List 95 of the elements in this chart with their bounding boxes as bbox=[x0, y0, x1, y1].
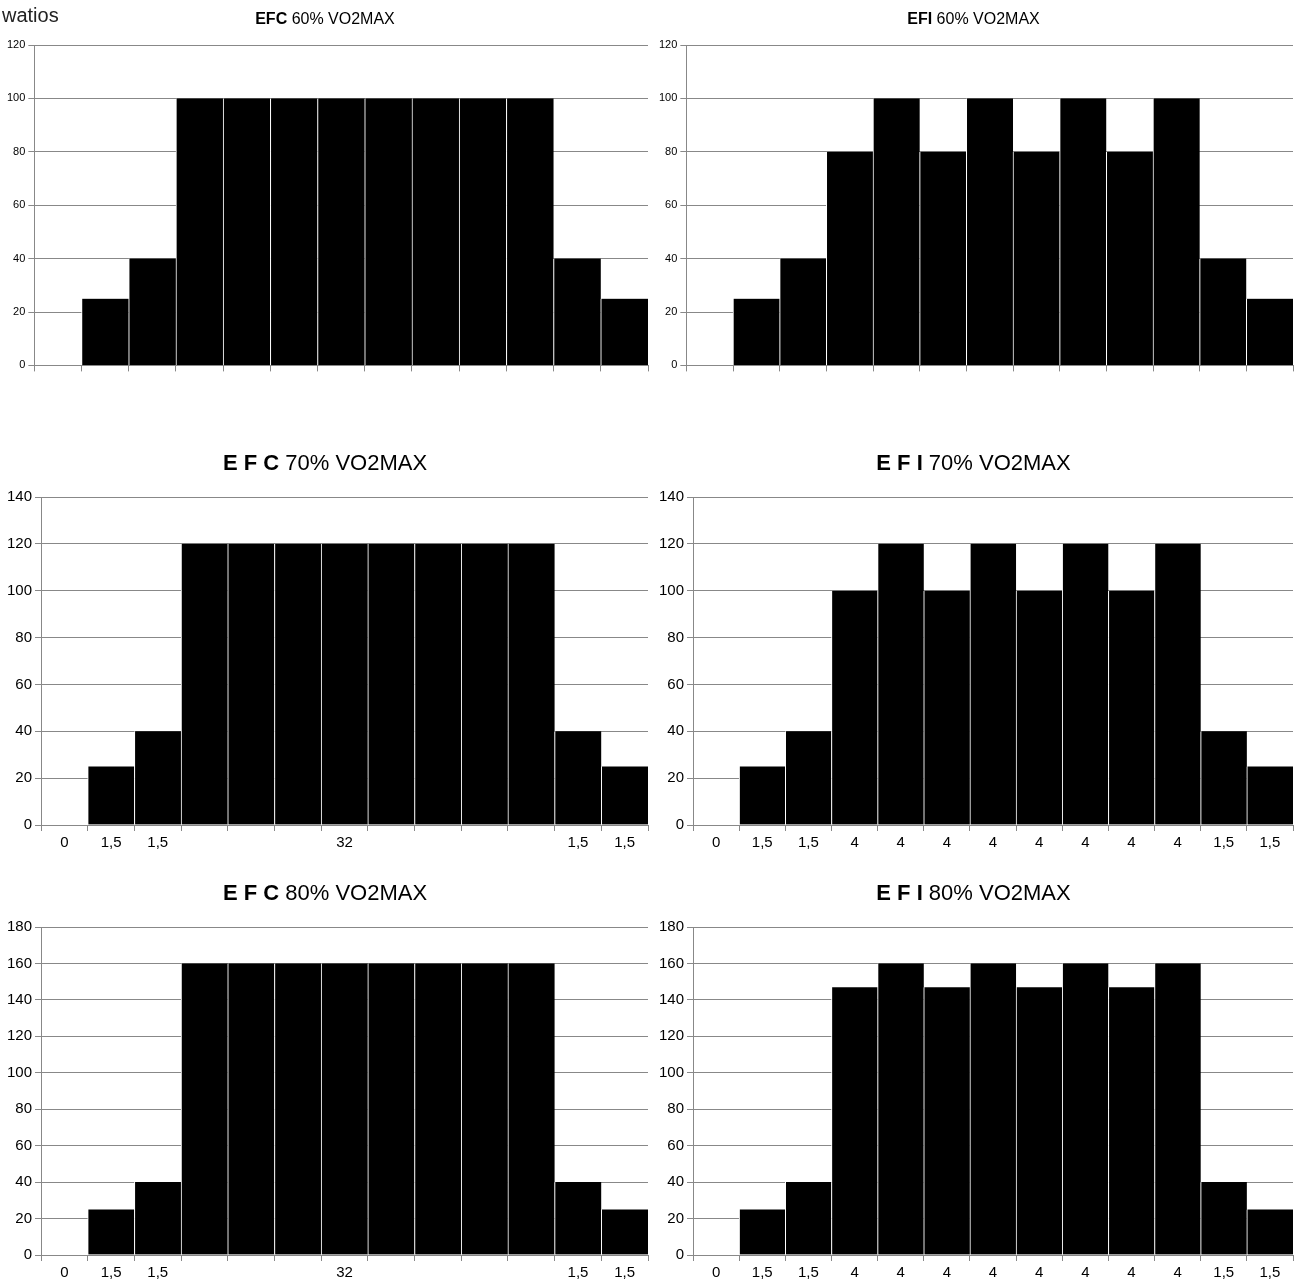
y-tick-label: 180 bbox=[659, 917, 685, 935]
x-tick-label: 4 bbox=[1173, 833, 1182, 851]
y-tick-label: 100 bbox=[7, 1062, 33, 1080]
y-tick-label: 80 bbox=[15, 627, 33, 645]
x-tick-label: 0 bbox=[711, 833, 721, 851]
y-tick-label: 20 bbox=[15, 768, 33, 786]
x-tick-label: 4 bbox=[1081, 833, 1090, 851]
x-tick-label: 4 bbox=[1034, 833, 1044, 851]
x-tick-label: 1,5 bbox=[1213, 833, 1235, 851]
y-tick-label: 20 bbox=[665, 305, 678, 318]
x-tick-label: 0 bbox=[60, 833, 69, 851]
chart-title: E F I 70% VO2MAX bbox=[875, 450, 1072, 476]
x-tick-label: 1,5 bbox=[1259, 1263, 1281, 1281]
y-tick-label: 0 bbox=[19, 358, 26, 371]
y-tick-label: 40 bbox=[667, 721, 685, 739]
chart-title: EFC 60% VO2MAX bbox=[255, 10, 395, 27]
y-tick-label: 160 bbox=[659, 953, 685, 971]
y-tick-label: 0 bbox=[23, 815, 33, 833]
x-tick-label: 4 bbox=[1034, 1263, 1044, 1281]
y-tick-label: 60 bbox=[667, 674, 685, 692]
y-tick-label: 60 bbox=[665, 198, 678, 211]
x-tick-label: 1,5 bbox=[614, 1263, 636, 1281]
y-tick-label: 40 bbox=[13, 251, 26, 264]
y-tick-label: 20 bbox=[667, 1208, 685, 1226]
x-tick-label: 4 bbox=[1127, 833, 1136, 851]
y-tick-label: 80 bbox=[665, 144, 678, 157]
y-tick-label: 140 bbox=[659, 990, 685, 1008]
x-tick-label: 4 bbox=[896, 833, 905, 851]
y-tick-label: 20 bbox=[13, 305, 26, 318]
x-tick-label: 1,5 bbox=[797, 833, 819, 851]
x-tick-label: 4 bbox=[896, 1263, 905, 1281]
y-tick-label: 120 bbox=[659, 1026, 685, 1044]
y-tick-label: 100 bbox=[7, 580, 33, 598]
x-tick-label: 1,5 bbox=[751, 833, 773, 851]
y-tick-label: 120 bbox=[7, 1026, 33, 1044]
y-tick-label: 0 bbox=[23, 1245, 33, 1263]
y-tick-label: 160 bbox=[7, 953, 33, 971]
x-tick-label: 4 bbox=[942, 833, 952, 851]
y-tick-label: 0 bbox=[675, 1245, 685, 1263]
x-tick-label: 4 bbox=[1081, 1263, 1090, 1281]
y-tick-label: 140 bbox=[7, 990, 33, 1008]
x-tick-label: 1,5 bbox=[100, 833, 122, 851]
y-tick-label: 80 bbox=[13, 144, 26, 157]
y-tick-label: 60 bbox=[667, 1135, 685, 1153]
x-tick-label: 4 bbox=[988, 1263, 998, 1281]
y-tick-label: 80 bbox=[15, 1099, 33, 1117]
x-tick-label: 1,5 bbox=[100, 1263, 122, 1281]
chart-title: E F C 80% VO2MAX bbox=[221, 880, 429, 906]
chart-title: EFI 60% VO2MAX bbox=[906, 10, 1041, 28]
y-tick-label: 120 bbox=[6, 38, 26, 51]
y-tick-label: 100 bbox=[658, 91, 678, 104]
y-tick-label: 120 bbox=[7, 534, 33, 551]
y-tick-label: 40 bbox=[667, 1172, 685, 1190]
x-tick-label: 1,5 bbox=[147, 1263, 169, 1281]
x-tick-label: 1,5 bbox=[797, 1263, 819, 1281]
y-tick-label: 40 bbox=[665, 251, 678, 264]
x-tick-label: 4 bbox=[850, 1263, 859, 1281]
y-tick-label: 0 bbox=[671, 358, 678, 371]
y-tick-label: 80 bbox=[667, 627, 685, 645]
x-tick-label: 4 bbox=[1127, 1263, 1136, 1281]
x-tick-label: 0 bbox=[60, 1263, 69, 1281]
x-tick-label: 32 bbox=[336, 833, 353, 851]
x-tick-label: 1,5 bbox=[147, 833, 169, 851]
y-tick-label: 100 bbox=[6, 91, 26, 104]
y-tick-label: 20 bbox=[667, 768, 685, 786]
y-tick-label: 40 bbox=[15, 721, 33, 739]
x-tick-label: 1,5 bbox=[614, 833, 636, 851]
x-tick-label: 1,5 bbox=[1259, 833, 1281, 851]
x-tick-label: 1,5 bbox=[751, 1263, 773, 1281]
y-tick-label: 80 bbox=[667, 1099, 685, 1117]
y-tick-label: 0 bbox=[675, 815, 685, 833]
y-tick-label: 20 bbox=[15, 1208, 33, 1226]
x-tick-label: 32 bbox=[336, 1263, 353, 1281]
y-axis-title: watios bbox=[2, 4, 59, 27]
y-tick-label: 100 bbox=[659, 580, 685, 598]
x-tick-label: 1,5 bbox=[1213, 1263, 1235, 1281]
chart-title: E F I 80% VO2MAX bbox=[875, 880, 1072, 906]
y-tick-label: 40 bbox=[15, 1172, 33, 1190]
y-tick-label: 180 bbox=[7, 917, 33, 935]
y-tick-label: 60 bbox=[15, 1135, 33, 1153]
x-tick-label: 1,5 bbox=[567, 833, 589, 851]
x-tick-label: 4 bbox=[850, 833, 859, 851]
x-tick-label: 4 bbox=[942, 1263, 952, 1281]
chart-title: E F C 70% VO2MAX bbox=[221, 450, 429, 476]
x-tick-label: 4 bbox=[1173, 1263, 1182, 1281]
x-tick-label: 0 bbox=[711, 1263, 721, 1281]
y-tick-label: 60 bbox=[13, 198, 26, 211]
x-tick-label: 1,5 bbox=[567, 1263, 589, 1281]
y-tick-label: 120 bbox=[659, 534, 685, 551]
y-tick-label: 60 bbox=[15, 674, 33, 692]
y-tick-label: 140 bbox=[659, 487, 685, 505]
y-tick-label: 140 bbox=[7, 487, 33, 505]
y-tick-label: 100 bbox=[659, 1062, 685, 1080]
x-tick-label: 4 bbox=[988, 833, 998, 851]
y-tick-label: 120 bbox=[658, 38, 678, 51]
